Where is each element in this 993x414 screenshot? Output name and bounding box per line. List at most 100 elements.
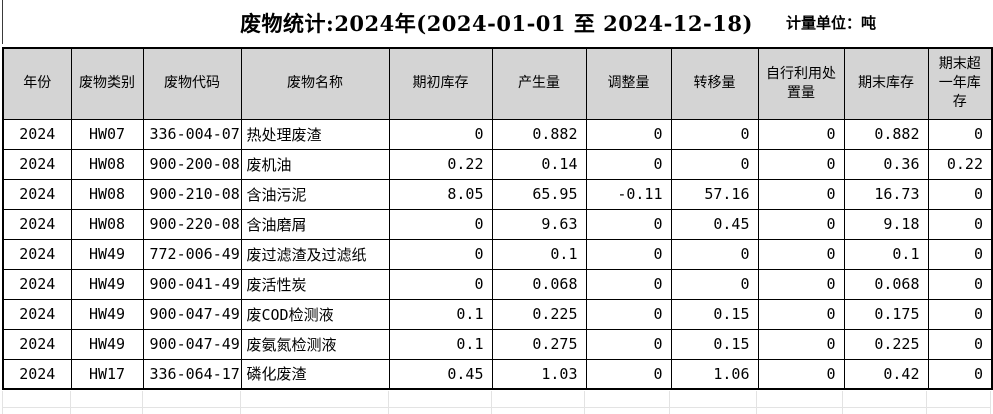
cell-code[interactable]: 772-006-49 <box>142 238 242 270</box>
empty-cell[interactable] <box>585 391 671 407</box>
cell-opening-stock[interactable]: 0 <box>388 208 493 240</box>
cell-closing-stock[interactable]: 0.1 <box>843 238 929 270</box>
empty-cell[interactable] <box>843 391 928 407</box>
cell-adjusted[interactable]: 0 <box>585 238 672 270</box>
cell-over-one-year-stock[interactable]: 0 <box>927 238 993 270</box>
column-header-closing-stock[interactable]: 期末库存 <box>843 47 929 120</box>
cell-generated[interactable]: 65.95 <box>491 178 587 210</box>
cell-over-one-year-stock[interactable]: 0 <box>927 118 993 150</box>
empty-cell[interactable] <box>71 408 143 414</box>
cell-generated[interactable]: 9.63 <box>491 208 587 240</box>
cell-generated[interactable]: 0.275 <box>491 328 587 360</box>
cell-transferred[interactable]: 0 <box>670 238 759 270</box>
cell-over-one-year-stock[interactable]: 0 <box>927 298 993 330</box>
empty-cell[interactable] <box>143 408 241 414</box>
empty-cell[interactable] <box>843 408 928 414</box>
cell-opening-stock[interactable]: 0 <box>388 118 493 150</box>
column-header-opening-stock[interactable]: 期初库存 <box>388 47 493 120</box>
cell-self-disposed[interactable]: 0 <box>757 238 845 270</box>
cell-name[interactable]: 废COD检测液 <box>240 298 390 330</box>
cell-category[interactable]: HW49 <box>70 268 144 300</box>
cell-generated[interactable]: 0.14 <box>491 148 587 180</box>
empty-cell[interactable] <box>927 408 991 414</box>
column-header-category[interactable]: 废物类别 <box>70 47 144 120</box>
cell-over-one-year-stock[interactable]: 0 <box>927 178 993 210</box>
cell-adjusted[interactable]: 0 <box>585 208 672 240</box>
empty-cell[interactable] <box>71 391 143 407</box>
empty-cell[interactable] <box>389 408 492 414</box>
empty-cell[interactable] <box>492 391 586 407</box>
cell-year[interactable]: 2024 <box>2 268 72 300</box>
cell-name[interactable]: 含油磨屑 <box>240 208 390 240</box>
cell-closing-stock[interactable]: 0.175 <box>843 298 929 330</box>
empty-cell[interactable] <box>241 408 389 414</box>
cell-over-one-year-stock[interactable]: 0 <box>927 268 993 300</box>
cell-code[interactable]: 900-200-08 <box>142 148 242 180</box>
cell-transferred[interactable]: 0.15 <box>670 328 759 360</box>
empty-cell[interactable] <box>389 391 492 407</box>
cell-self-disposed[interactable]: 0 <box>757 118 845 150</box>
cell-self-disposed[interactable]: 0 <box>757 148 845 180</box>
cell-over-one-year-stock[interactable]: 0 <box>927 328 993 360</box>
column-header-year[interactable]: 年份 <box>2 47 72 120</box>
empty-cell[interactable] <box>670 391 758 407</box>
cell-opening-stock[interactable]: 8.05 <box>388 178 493 210</box>
cell-generated[interactable]: 0.1 <box>491 238 587 270</box>
cell-adjusted[interactable]: 0 <box>585 328 672 360</box>
cell-year[interactable]: 2024 <box>2 358 72 390</box>
empty-cell[interactable] <box>241 391 389 407</box>
cell-opening-stock[interactable]: 0.45 <box>388 358 493 390</box>
cell-self-disposed[interactable]: 0 <box>757 208 845 240</box>
cell-closing-stock[interactable]: 0.225 <box>843 328 929 360</box>
cell-year[interactable]: 2024 <box>2 298 72 330</box>
cell-over-one-year-stock[interactable]: 0.22 <box>927 148 993 180</box>
column-header-self-disposed[interactable]: 自行利用处置量 <box>757 47 845 120</box>
column-header-transferred[interactable]: 转移量 <box>670 47 759 120</box>
cell-year[interactable]: 2024 <box>2 208 72 240</box>
cell-transferred[interactable]: 57.16 <box>670 178 759 210</box>
cell-category[interactable]: HW08 <box>70 178 144 210</box>
cell-over-one-year-stock[interactable]: 0 <box>927 208 993 240</box>
cell-name[interactable]: 热处理废渣 <box>240 118 390 150</box>
cell-self-disposed[interactable]: 0 <box>757 358 845 390</box>
cell-year[interactable]: 2024 <box>2 118 72 150</box>
cell-name[interactable]: 废活性炭 <box>240 268 390 300</box>
cell-transferred[interactable]: 0 <box>670 148 759 180</box>
cell-category[interactable]: HW08 <box>70 208 144 240</box>
cell-closing-stock[interactable]: 9.18 <box>843 208 929 240</box>
cell-code[interactable]: 900-210-08 <box>142 178 242 210</box>
empty-cell[interactable] <box>143 391 241 407</box>
cell-year[interactable]: 2024 <box>2 178 72 210</box>
cell-generated[interactable]: 0.882 <box>491 118 587 150</box>
cell-transferred[interactable]: 1.06 <box>670 358 759 390</box>
cell-transferred[interactable]: 0.45 <box>670 208 759 240</box>
cell-transferred[interactable]: 0 <box>670 268 759 300</box>
cell-code[interactable]: 900-220-08 <box>142 208 242 240</box>
cell-self-disposed[interactable]: 0 <box>757 298 845 330</box>
cell-opening-stock[interactable]: 0.1 <box>388 298 493 330</box>
cell-opening-stock[interactable]: 0.22 <box>388 148 493 180</box>
empty-cell[interactable] <box>585 408 671 414</box>
cell-adjusted[interactable]: -0.11 <box>585 178 672 210</box>
cell-opening-stock[interactable]: 0 <box>388 268 493 300</box>
cell-category[interactable]: HW49 <box>70 238 144 270</box>
empty-cell[interactable] <box>757 408 844 414</box>
cell-year[interactable]: 2024 <box>2 238 72 270</box>
cell-over-one-year-stock[interactable]: 0 <box>927 358 993 390</box>
cell-year[interactable]: 2024 <box>2 328 72 360</box>
cell-closing-stock[interactable]: 0.36 <box>843 148 929 180</box>
cell-year[interactable]: 2024 <box>2 148 72 180</box>
cell-closing-stock[interactable]: 16.73 <box>843 178 929 210</box>
cell-adjusted[interactable]: 0 <box>585 148 672 180</box>
cell-self-disposed[interactable]: 0 <box>757 328 845 360</box>
cell-transferred[interactable]: 0 <box>670 118 759 150</box>
cell-adjusted[interactable]: 0 <box>585 298 672 330</box>
cell-generated[interactable]: 1.03 <box>491 358 587 390</box>
column-header-name[interactable]: 废物名称 <box>240 47 390 120</box>
cell-name[interactable]: 废氨氮检测液 <box>240 328 390 360</box>
column-header-adjusted[interactable]: 调整量 <box>585 47 672 120</box>
cell-generated[interactable]: 0.068 <box>491 268 587 300</box>
cell-self-disposed[interactable]: 0 <box>757 268 845 300</box>
cell-code[interactable]: 336-064-17 <box>142 358 242 390</box>
cell-code[interactable]: 900-047-49 <box>142 298 242 330</box>
